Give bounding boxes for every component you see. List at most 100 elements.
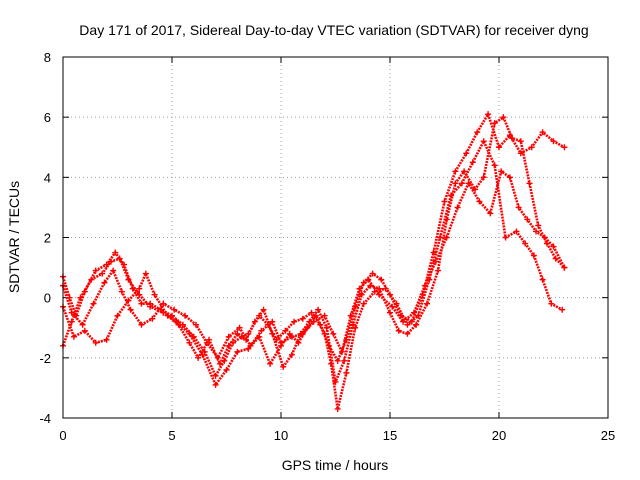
data-point [356, 285, 363, 292]
data-point [378, 276, 385, 283]
data-point [480, 174, 487, 181]
data-point [151, 291, 158, 298]
data-point [288, 351, 295, 358]
data-point [92, 339, 99, 346]
data-point [424, 300, 431, 307]
data-point [491, 120, 498, 127]
markers-track-1 [60, 111, 568, 379]
data-point [234, 348, 241, 355]
data-point [192, 321, 199, 328]
data-point [138, 321, 145, 328]
data-point [125, 276, 132, 283]
data-point [515, 204, 522, 211]
x-axis-label: GPS time / hours [282, 457, 389, 473]
data-point [291, 318, 298, 325]
data-point [269, 318, 276, 325]
data-point [559, 306, 566, 313]
data-point [496, 144, 502, 151]
data-point [81, 327, 88, 334]
data-point [278, 339, 284, 346]
data-point [260, 306, 267, 313]
data-point [524, 216, 531, 223]
data-point [410, 309, 417, 316]
data-point [147, 303, 154, 310]
x-tick-label: 5 [168, 428, 175, 443]
data-point [142, 270, 149, 277]
data-point [395, 327, 402, 334]
data-point [70, 333, 77, 340]
data-point [280, 363, 287, 370]
data-point [393, 300, 400, 307]
data-point [308, 309, 315, 316]
data-point [452, 180, 459, 187]
data-point [112, 249, 119, 256]
data-point [214, 354, 221, 361]
y-tick-label: -4 [39, 411, 51, 426]
data-point [114, 312, 121, 319]
data-point [376, 285, 383, 292]
data-point [247, 342, 254, 349]
x-tick-label: 25 [601, 428, 615, 443]
y-axis-label: SDTVAR / TECUs [6, 181, 22, 293]
data-point [474, 129, 481, 136]
series-track-2 [61, 139, 563, 411]
y-tick-label: 0 [44, 291, 51, 306]
data-point [175, 321, 182, 328]
x-tick-label: 15 [383, 428, 397, 443]
data-point [101, 279, 108, 286]
data-point [522, 240, 529, 247]
data-point [421, 282, 428, 289]
x-tick-label: 10 [274, 428, 288, 443]
data-point [404, 321, 411, 328]
data-point [360, 300, 367, 307]
data-point [79, 321, 86, 328]
data-point [413, 321, 420, 328]
data-point [548, 300, 555, 307]
data-point [552, 255, 559, 262]
data-point [550, 243, 557, 250]
data-point [267, 360, 274, 367]
data-point [195, 354, 202, 361]
data-point [480, 138, 487, 145]
data-point [561, 144, 568, 151]
data-point [332, 378, 339, 385]
data-point [310, 318, 317, 325]
data-point [432, 258, 439, 265]
data-point [334, 405, 341, 412]
data-point [330, 330, 337, 337]
data-point [469, 159, 476, 166]
data-point [389, 303, 396, 310]
data-point [533, 228, 540, 235]
data-point [103, 336, 110, 343]
data-point [160, 300, 167, 307]
data-point [430, 249, 437, 256]
data-point [90, 300, 97, 307]
y-tick-label: 2 [44, 231, 51, 246]
data-point [251, 318, 258, 325]
data-point [149, 315, 156, 322]
data-point [347, 312, 354, 319]
data-point [110, 267, 117, 274]
data-point [387, 309, 393, 316]
data-point [530, 252, 537, 259]
data-point [136, 291, 143, 298]
data-point [136, 285, 143, 292]
markers-track-3 [60, 114, 568, 385]
data-point [513, 228, 520, 235]
data-point [269, 330, 276, 337]
data-point [443, 216, 450, 223]
data-point [341, 357, 348, 364]
data-point [465, 180, 472, 187]
data-point [118, 288, 125, 295]
data-point [92, 267, 99, 274]
data-point [541, 234, 548, 241]
tick-labels: 0 5 10 15 20 25 -4 -2 0 2 4 6 8 [39, 50, 615, 443]
chart-title: Day 171 of 2017, Sidereal Day-to-day VTE… [79, 22, 588, 38]
data-point [491, 162, 498, 169]
data-point [245, 345, 252, 352]
data-point [323, 324, 330, 331]
data-point [286, 330, 293, 337]
series-track-4 [61, 170, 566, 360]
data-point [225, 333, 232, 340]
